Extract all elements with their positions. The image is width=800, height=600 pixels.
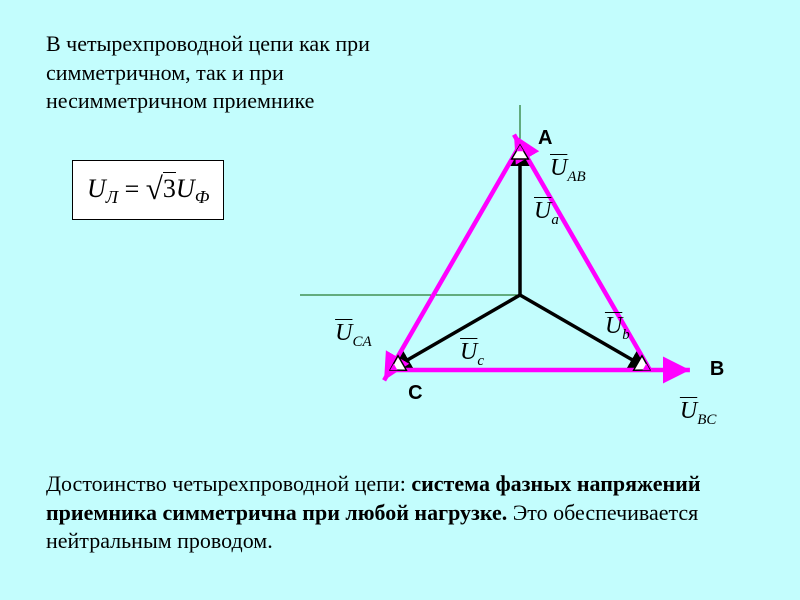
conclusion-part1: Достоинство четырехпроводной цепи: (46, 471, 411, 496)
vertex-label-c: C (408, 382, 422, 405)
label-ubc: UBC (680, 398, 717, 429)
label-uca: UCA (335, 320, 372, 351)
label-uc: Uc (460, 339, 484, 370)
conclusion-paragraph: Достоинство четырехпроводной цепи: систе… (46, 470, 756, 556)
label-uab: UAB (550, 155, 586, 186)
label-ua: Ua (534, 198, 559, 229)
label-ub: Ub (605, 313, 630, 344)
vertex-label-a: A (538, 127, 552, 150)
vertex-label-b: B (710, 358, 724, 381)
